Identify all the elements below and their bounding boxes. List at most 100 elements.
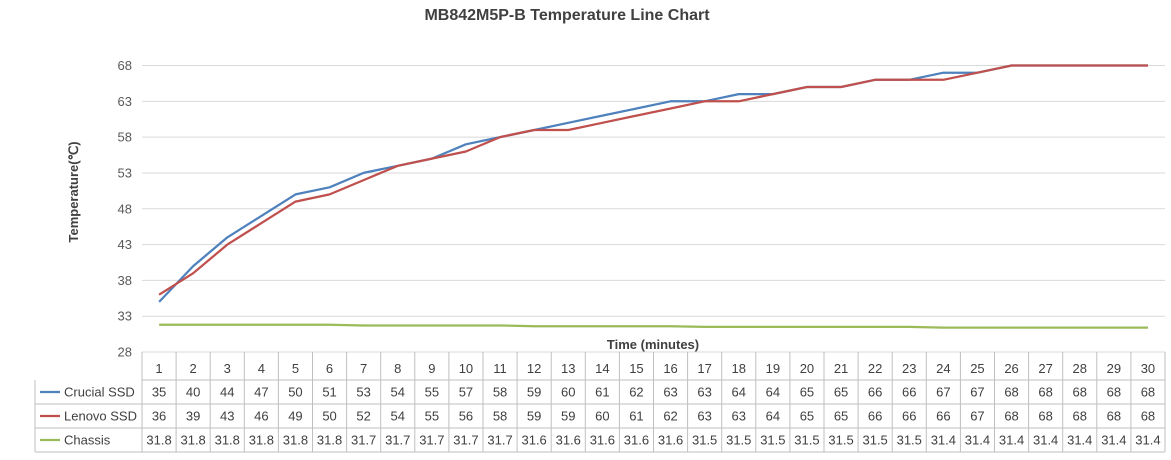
data-label: 62 — [663, 409, 677, 424]
data-label: 31.7 — [351, 433, 376, 448]
data-label: 66 — [868, 385, 882, 400]
data-label: 31.7 — [419, 433, 444, 448]
x-axis-label: Time (minutes) — [607, 337, 699, 352]
data-label: 49 — [288, 409, 302, 424]
x-tick-label: 7 — [360, 361, 367, 376]
x-tick-label: 27 — [1038, 361, 1052, 376]
data-label: 68 — [1107, 409, 1121, 424]
x-tick-label: 15 — [629, 361, 643, 376]
y-tick-label: 48 — [118, 201, 132, 216]
x-tick-label: 29 — [1107, 361, 1121, 376]
x-tick-label: 12 — [527, 361, 541, 376]
data-label: 31.4 — [1135, 433, 1160, 448]
data-label: 67 — [970, 409, 984, 424]
x-tick-label: 16 — [663, 361, 677, 376]
data-label: 31.8 — [317, 433, 342, 448]
data-label: 57 — [459, 385, 473, 400]
data-label: 61 — [595, 385, 609, 400]
data-label: 31.4 — [931, 433, 956, 448]
data-label: 55 — [425, 385, 439, 400]
y-tick-label: 63 — [118, 94, 132, 109]
x-tick-label: 8 — [394, 361, 401, 376]
x-tick-label: 24 — [936, 361, 950, 376]
x-tick-label: 23 — [902, 361, 916, 376]
legend-entry: Chassis — [64, 433, 111, 448]
data-label: 67 — [970, 385, 984, 400]
data-label: 31.5 — [692, 433, 717, 448]
data-label: 31.6 — [521, 433, 546, 448]
data-label: 31.8 — [146, 433, 171, 448]
data-label: 66 — [902, 409, 916, 424]
data-label: 46 — [254, 409, 268, 424]
x-tick-label: 18 — [732, 361, 746, 376]
data-label: 68 — [1038, 385, 1052, 400]
data-label: 31.4 — [965, 433, 990, 448]
data-label: 31.6 — [624, 433, 649, 448]
x-tick-label: 10 — [459, 361, 473, 376]
gridlines — [142, 65, 1165, 353]
data-label: 65 — [834, 385, 848, 400]
data-label: 63 — [697, 385, 711, 400]
data-label: 31.4 — [999, 433, 1024, 448]
data-label: 62 — [629, 385, 643, 400]
x-tick-label: 17 — [697, 361, 711, 376]
legend-entry: Lenovo SSD — [64, 409, 137, 424]
y-tick-label: 43 — [118, 237, 132, 252]
data-label: 31.8 — [180, 433, 205, 448]
data-label: 39 — [186, 409, 200, 424]
data-label: 52 — [356, 409, 370, 424]
data-label: 50 — [322, 409, 336, 424]
data-label: 31.7 — [385, 433, 410, 448]
x-tick-label: 9 — [428, 361, 435, 376]
x-tick-label: 20 — [800, 361, 814, 376]
data-label: 31.5 — [828, 433, 853, 448]
data-label: 68 — [1141, 385, 1155, 400]
x-tick-label: 25 — [970, 361, 984, 376]
data-label: 31.8 — [215, 433, 240, 448]
data-label: 68 — [1038, 409, 1052, 424]
data-label: 68 — [1141, 409, 1155, 424]
x-tick-label: 2 — [190, 361, 197, 376]
x-tick-label: 22 — [868, 361, 882, 376]
y-tick-labels: 28 33 38 43 48 53 58 63 68 — [118, 58, 132, 360]
data-label: 31.5 — [897, 433, 922, 448]
data-label: 53 — [356, 385, 370, 400]
data-label: 44 — [220, 385, 234, 400]
data-label: 66 — [936, 409, 950, 424]
series-lines — [158, 64, 1148, 329]
data-label: 67 — [936, 385, 950, 400]
data-label: 68 — [1107, 385, 1121, 400]
y-tick-label: 38 — [118, 273, 132, 288]
x-tick-label: 3 — [224, 361, 231, 376]
data-label: 31.6 — [556, 433, 581, 448]
data-label: 31.5 — [760, 433, 785, 448]
data-label: 59 — [527, 409, 541, 424]
data-label: 31.7 — [487, 433, 512, 448]
data-label: 64 — [732, 385, 746, 400]
data-label: 47 — [254, 385, 268, 400]
data-label: 68 — [1073, 385, 1087, 400]
data-label: 31.7 — [453, 433, 478, 448]
data-label: 51 — [322, 385, 336, 400]
data-label: 65 — [800, 385, 814, 400]
data-label: 64 — [766, 409, 780, 424]
series-line-lenovo-ssd — [158, 64, 1148, 296]
y-tick-label: 68 — [118, 58, 132, 73]
data-label: 36 — [152, 409, 166, 424]
data-label: 65 — [800, 409, 814, 424]
data-label: 68 — [1004, 409, 1018, 424]
chart-title: MB842M5P-B Temperature Line Chart — [424, 7, 710, 24]
data-label: 31.4 — [1067, 433, 1092, 448]
y-tick-label: 33 — [118, 309, 132, 324]
x-tick-label: 19 — [766, 361, 780, 376]
data-label: 66 — [902, 385, 916, 400]
legend-entry: Crucial SSD — [64, 385, 135, 400]
y-axis-label: Temperature(℃) — [66, 141, 81, 242]
data-label: 56 — [459, 409, 473, 424]
data-label: 31.5 — [726, 433, 751, 448]
x-tick-label: 21 — [834, 361, 848, 376]
data-label: 31.8 — [283, 433, 308, 448]
x-tick-label: 6 — [326, 361, 333, 376]
y-tick-label: 28 — [118, 345, 132, 360]
